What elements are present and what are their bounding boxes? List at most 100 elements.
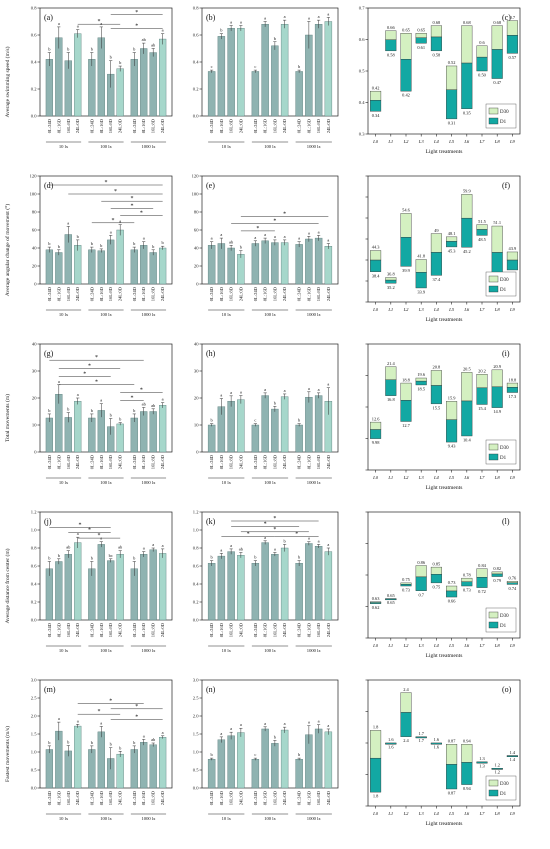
group-label: 10 lx	[222, 480, 232, 485]
significance-letter: ab	[118, 545, 123, 550]
significance-letter: b	[133, 241, 136, 246]
legend-label-d1: D1	[500, 456, 507, 461]
bar	[280, 729, 289, 789]
y-tick-label: 0.2	[31, 87, 37, 92]
bar	[314, 728, 323, 789]
bottom-value-label: 15.5	[433, 405, 441, 410]
bottom-value-label: 0.7	[418, 592, 424, 597]
top-value-label: 0.6	[479, 40, 485, 45]
x-tick-label: 0L:24D	[253, 454, 258, 469]
bar	[314, 395, 323, 453]
significance-letter: b	[58, 244, 61, 249]
significance-asterisk: *	[135, 23, 138, 29]
x-tick-label: L9	[509, 307, 516, 312]
x-tick-label: 0L:24D	[132, 286, 137, 301]
y-tick-label: 0	[34, 450, 37, 455]
x-tick-label: L3	[418, 475, 425, 480]
bottom-value-label: 0.72	[478, 589, 486, 594]
significance-letter: a	[143, 236, 145, 241]
top-value-label: 43.9	[509, 246, 517, 251]
significance-letter: a	[284, 721, 286, 726]
group-label: 10 lx	[59, 816, 69, 821]
bar	[159, 553, 167, 621]
significance-letter: a	[318, 538, 320, 543]
bar	[107, 239, 115, 285]
x-tick-label: 8L:16D	[263, 790, 268, 805]
range-bar-d1	[491, 386, 503, 408]
panel-l: (l) 0.63 0.62 L0 0.65 0.65 L1 0.75 0.73 L2 0.86 0.7…	[365, 511, 521, 659]
panel-label: (m)	[44, 685, 56, 694]
y-axis-label: Average angular change of movement (°)	[4, 204, 11, 297]
x-tick-label: L9	[509, 811, 516, 816]
range-bar-d30	[476, 374, 488, 389]
legend-label-d30: D30	[500, 446, 509, 451]
bottom-value-label: 0.47	[493, 80, 501, 85]
range-bar-d1	[446, 590, 458, 598]
top-value-label: 0.87	[448, 738, 456, 743]
x-tick-label: L5	[448, 307, 455, 312]
legend-label-d1: D1	[500, 120, 507, 125]
x-tick-label: 24L:0D	[118, 454, 123, 469]
range-bar-d1	[476, 761, 488, 764]
significance-letter: b	[48, 47, 51, 52]
bottom-value-label: 18.5	[417, 386, 425, 391]
range-bar-d30	[491, 25, 503, 50]
bar	[261, 24, 269, 117]
y-tick-label: 0	[196, 450, 199, 455]
top-value-label: 0.66	[387, 25, 395, 30]
bar	[251, 424, 260, 453]
bar	[305, 396, 313, 453]
range-bar-d1	[370, 602, 382, 604]
x-tick-label: L4	[433, 475, 440, 480]
x-tick-label: 16L:8D	[316, 286, 321, 301]
x-tick-label: 8L:16D	[99, 790, 104, 805]
legend-swatch-d1	[488, 285, 499, 293]
top-value-label: 0.68	[433, 20, 441, 25]
significance-letter: b	[298, 418, 301, 423]
bottom-value-label: 35.2	[387, 285, 395, 290]
y-tick-label: 0.7	[359, 6, 365, 11]
y-tick-label: 10	[32, 423, 37, 428]
range-bar-d1	[400, 237, 412, 267]
significance-letter: a	[318, 14, 320, 19]
y-tick-label: 0.6	[193, 33, 199, 38]
x-tick-label: L3	[418, 643, 425, 648]
bar	[149, 411, 157, 453]
x-tick-label: 24L:0D	[75, 790, 80, 805]
range-bar-d30	[400, 582, 412, 585]
bar	[55, 252, 63, 285]
bottom-value-label: 0.75	[433, 584, 441, 589]
bar	[261, 728, 269, 789]
significance-letter: a	[220, 393, 222, 398]
bar	[237, 28, 245, 117]
bar	[324, 731, 333, 789]
x-tick-label: L6	[463, 811, 470, 816]
top-value-label: 0.65	[387, 593, 395, 598]
bar	[116, 554, 124, 621]
y-tick-label: 3.0	[193, 678, 199, 683]
x-tick-label: 16L:8D	[316, 622, 321, 637]
x-tick-label: 16L:8D	[151, 790, 156, 805]
significance-letter: a	[230, 20, 232, 25]
bar	[140, 411, 148, 453]
significance-letter: a	[264, 16, 266, 21]
top-value-label: 20.9	[493, 364, 501, 369]
range-bar-d30	[446, 585, 458, 592]
x-tick-label: 16L:8D	[151, 118, 156, 133]
x-tick-label: 24L:0D	[118, 790, 123, 805]
significance-letter: a	[230, 726, 232, 731]
significance-letter: a	[254, 235, 256, 240]
bar	[64, 554, 72, 621]
significance-letter: b	[298, 752, 301, 757]
bar	[280, 547, 289, 621]
group-label: 100 lx	[100, 480, 112, 485]
bottom-value-label: 0.35	[463, 110, 471, 115]
y-tick-label: 120	[30, 174, 38, 179]
significance-letter: ab	[142, 37, 147, 42]
bar	[207, 424, 216, 453]
significance-letter: c	[211, 64, 213, 69]
group-label: 10 lx	[59, 480, 69, 485]
x-tick-label: 16L:8D	[151, 622, 156, 637]
x-tick-label: 24L:0D	[282, 454, 287, 469]
range-bar-d1	[491, 573, 503, 577]
